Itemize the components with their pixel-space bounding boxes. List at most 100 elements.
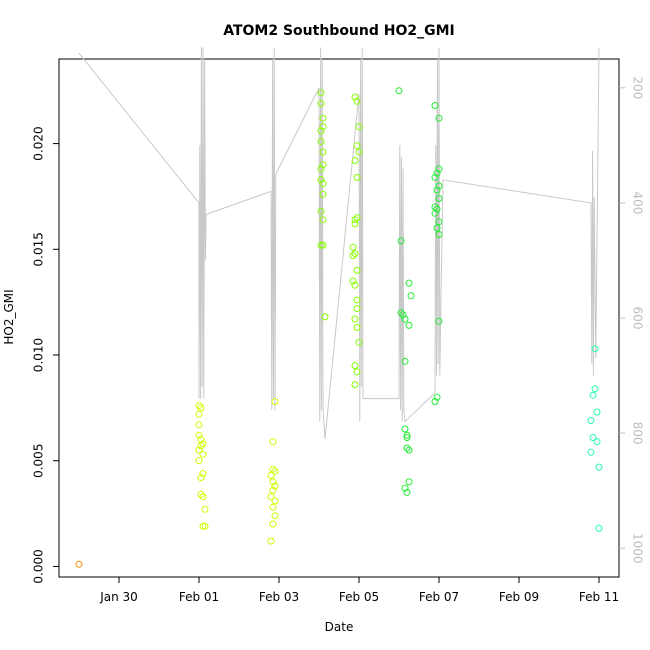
data-point <box>317 165 325 173</box>
data-point <box>591 345 599 353</box>
data-point <box>349 243 357 251</box>
data-point <box>349 277 357 285</box>
data-point <box>353 305 361 312</box>
data-point <box>355 148 363 156</box>
data-point <box>319 123 327 131</box>
data-point <box>267 472 275 479</box>
x-axis-label: Date <box>325 620 354 634</box>
x-tick-label: Feb 09 <box>499 590 539 604</box>
right-tick-label: 1000 <box>631 533 645 564</box>
data-point <box>405 446 413 454</box>
x-axis: Jan 30 Feb 01 Feb 03 Feb 05 Feb 07 Feb 09 Feb … <box>99 577 619 604</box>
data-point <box>351 216 359 224</box>
data-point <box>595 524 603 532</box>
data-point <box>433 224 441 232</box>
data-point <box>397 309 405 317</box>
data-point <box>269 438 277 446</box>
data-point <box>593 408 601 416</box>
data-point <box>591 385 599 393</box>
data-point <box>351 315 359 323</box>
data-point <box>319 216 327 224</box>
data-point <box>319 148 327 156</box>
data-point <box>397 237 405 245</box>
y-tick-label: 0.010 <box>32 338 46 372</box>
data-point <box>319 161 327 169</box>
data-point <box>317 241 325 249</box>
data-point <box>431 102 439 109</box>
data-point <box>401 357 409 365</box>
data-point <box>195 457 203 465</box>
data-point <box>271 482 279 490</box>
data-point <box>319 190 327 198</box>
data-point <box>405 279 413 287</box>
data-point <box>353 324 361 331</box>
data-point <box>587 417 595 424</box>
data-point <box>401 315 409 323</box>
data-point <box>317 99 325 107</box>
data-point <box>199 469 207 477</box>
data-point <box>435 114 443 122</box>
data-point <box>403 444 411 452</box>
data-point <box>199 522 207 530</box>
data-point <box>435 218 443 226</box>
chart-title: ATOM2 Southbound HO2_GMI <box>223 23 455 39</box>
data-point <box>269 465 277 473</box>
data-point <box>399 311 407 319</box>
data-point <box>351 220 359 228</box>
data-point <box>435 195 443 202</box>
data-point <box>319 114 327 122</box>
data-point <box>355 123 363 131</box>
right-axis: 200 400 600 800 1000 <box>619 76 645 563</box>
data-point <box>351 93 359 101</box>
data-point <box>431 209 439 217</box>
right-tick-label: 200 <box>631 76 645 99</box>
data-point <box>351 362 359 370</box>
data-point <box>435 317 443 325</box>
y-tick-label: 0.000 <box>32 549 46 583</box>
data-point <box>269 503 277 511</box>
data-point <box>589 434 597 441</box>
data-point <box>271 512 279 520</box>
data-point <box>197 474 205 482</box>
points-layer <box>75 87 603 568</box>
data-point <box>351 157 359 164</box>
pressure-trace-layer <box>78 47 600 439</box>
data-point <box>269 486 277 494</box>
data-point <box>355 338 363 346</box>
data-point <box>433 186 441 194</box>
data-point <box>395 87 403 95</box>
y-axis: 0.000 0.005 0.010 0.015 0.020 <box>32 126 59 584</box>
data-point <box>353 142 361 150</box>
right-tick-label: 600 <box>631 307 645 330</box>
data-point <box>269 520 277 528</box>
data-point <box>199 450 207 458</box>
data-point <box>435 231 443 238</box>
data-point <box>405 478 413 486</box>
x-tick-label: Feb 03 <box>259 590 299 604</box>
data-point <box>403 431 411 439</box>
x-tick-label: Feb 01 <box>179 590 219 604</box>
data-point <box>433 205 441 213</box>
data-point <box>267 493 275 501</box>
data-point <box>197 404 205 412</box>
pressure-trace-line <box>78 47 600 439</box>
data-point <box>353 296 361 304</box>
data-point <box>435 165 443 173</box>
data-point <box>351 250 359 257</box>
data-point <box>195 410 203 418</box>
right-tick-label: 400 <box>631 191 645 214</box>
y-tick-label: 0.015 <box>32 232 46 266</box>
data-point <box>353 368 361 376</box>
data-point <box>351 381 359 389</box>
data-point <box>435 182 443 190</box>
data-point <box>317 176 325 183</box>
y-tick-label: 0.005 <box>32 444 46 478</box>
data-point <box>197 442 205 450</box>
data-point <box>403 434 411 441</box>
x-tick-label: Feb 05 <box>339 590 379 604</box>
data-point <box>321 313 329 321</box>
x-tick-label: Feb 11 <box>579 590 619 604</box>
plot-frame <box>58 58 620 578</box>
data-point <box>195 421 203 429</box>
data-point <box>195 446 203 454</box>
